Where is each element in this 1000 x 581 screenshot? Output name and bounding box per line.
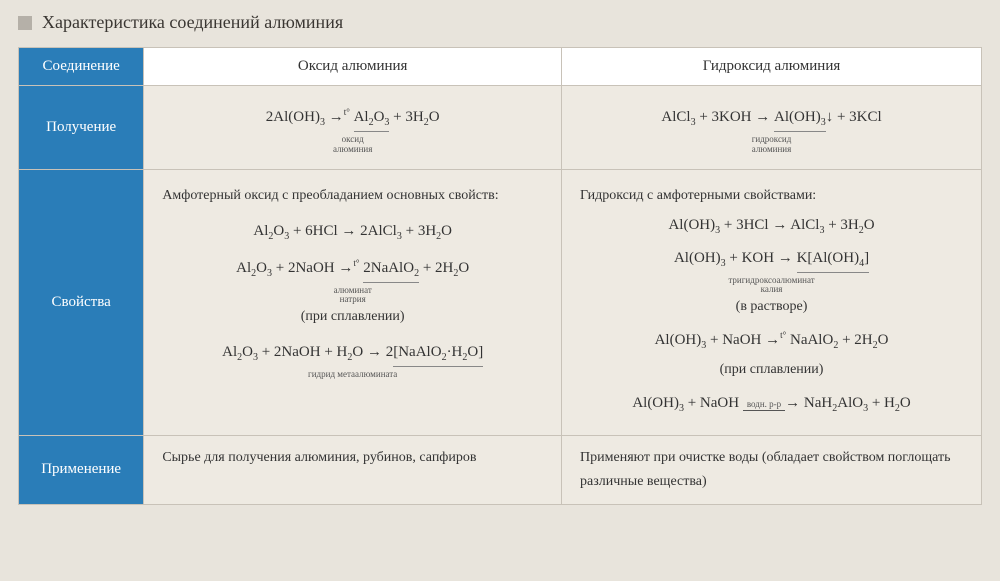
eq-label: гидрид метаалюмината: [162, 370, 543, 380]
use-hydroxide: Применяют при очистке воды (обладает сво…: [562, 435, 982, 504]
eq: Al2O3 + 2NaOH →t° 2NaAlO2 + 2H2O: [162, 255, 543, 282]
eq-label: алюминатнатрия: [162, 286, 543, 306]
prep-hydroxide: AlCl3 + 3KOH → Al(OH)3↓ + 3KCl гидроксид…: [562, 86, 982, 170]
eq: Al(OH)3 + NaOH водн. р-р→ NaH2AlO3 + H2O: [580, 390, 963, 417]
eq: 2Al(OH)3 →t° Al2O3 + 3H2O: [162, 104, 543, 131]
intro: Амфотерный оксид с преобладанием основны…: [162, 184, 543, 208]
prep-oxide: 2Al(OH)3 →t° Al2O3 + 3H2O оксидалюминия: [144, 86, 562, 170]
note: (при сплавлении): [580, 358, 963, 382]
eq: AlCl3 + 3KOH → Al(OH)3↓ + 3KCl: [580, 104, 963, 131]
eq: Al2O3 + 6HCl → 2AlCl3 + 3H2O: [162, 218, 543, 245]
eq-label: тригидроксоалюминаткалия: [580, 276, 963, 296]
header-oxide: Оксид алюминия: [144, 48, 562, 86]
header-compound: Соединение: [19, 48, 144, 86]
header-hydroxide: Гидроксид алюминия: [562, 48, 982, 86]
note: (в растворе): [580, 295, 963, 319]
title-row: Характеристика соединений алюминия: [18, 12, 982, 33]
eq-label: оксидалюминия: [162, 135, 543, 155]
row-properties: Свойства: [19, 169, 144, 435]
note: (при сплавлении): [162, 305, 543, 329]
eq: Al(OH)3 + KOH → K[Al(OH)4]: [580, 245, 963, 272]
eq: Al2O3 + 2NaOH + H2O → 2[NaAlO2·H2O]: [162, 339, 543, 366]
page-title: Характеристика соединений алюминия: [42, 12, 343, 33]
row-application: Применение: [19, 435, 144, 504]
props-oxide: Амфотерный оксид с преобладанием основны…: [144, 169, 562, 435]
intro: Гидроксид с амфотерными свойствами:: [580, 184, 963, 208]
eq-label: гидроксидалюминия: [580, 135, 963, 155]
eq: Al(OH)3 + NaOH →t° NaAlO2 + 2H2O: [580, 327, 963, 354]
row-preparation: Получение: [19, 86, 144, 170]
page: Характеристика соединений алюминия Соеди…: [0, 0, 1000, 517]
compounds-table: Соединение Оксид алюминия Гидроксид алюм…: [18, 47, 982, 505]
eq: Al(OH)3 + 3HCl → AlCl3 + 3H2O: [580, 212, 963, 239]
props-hydroxide: Гидроксид с амфотерными свойствами: Al(O…: [562, 169, 982, 435]
title-bullet: [18, 16, 32, 30]
use-oxide: Сырье для получения алюминия, рубинов, с…: [144, 435, 562, 504]
